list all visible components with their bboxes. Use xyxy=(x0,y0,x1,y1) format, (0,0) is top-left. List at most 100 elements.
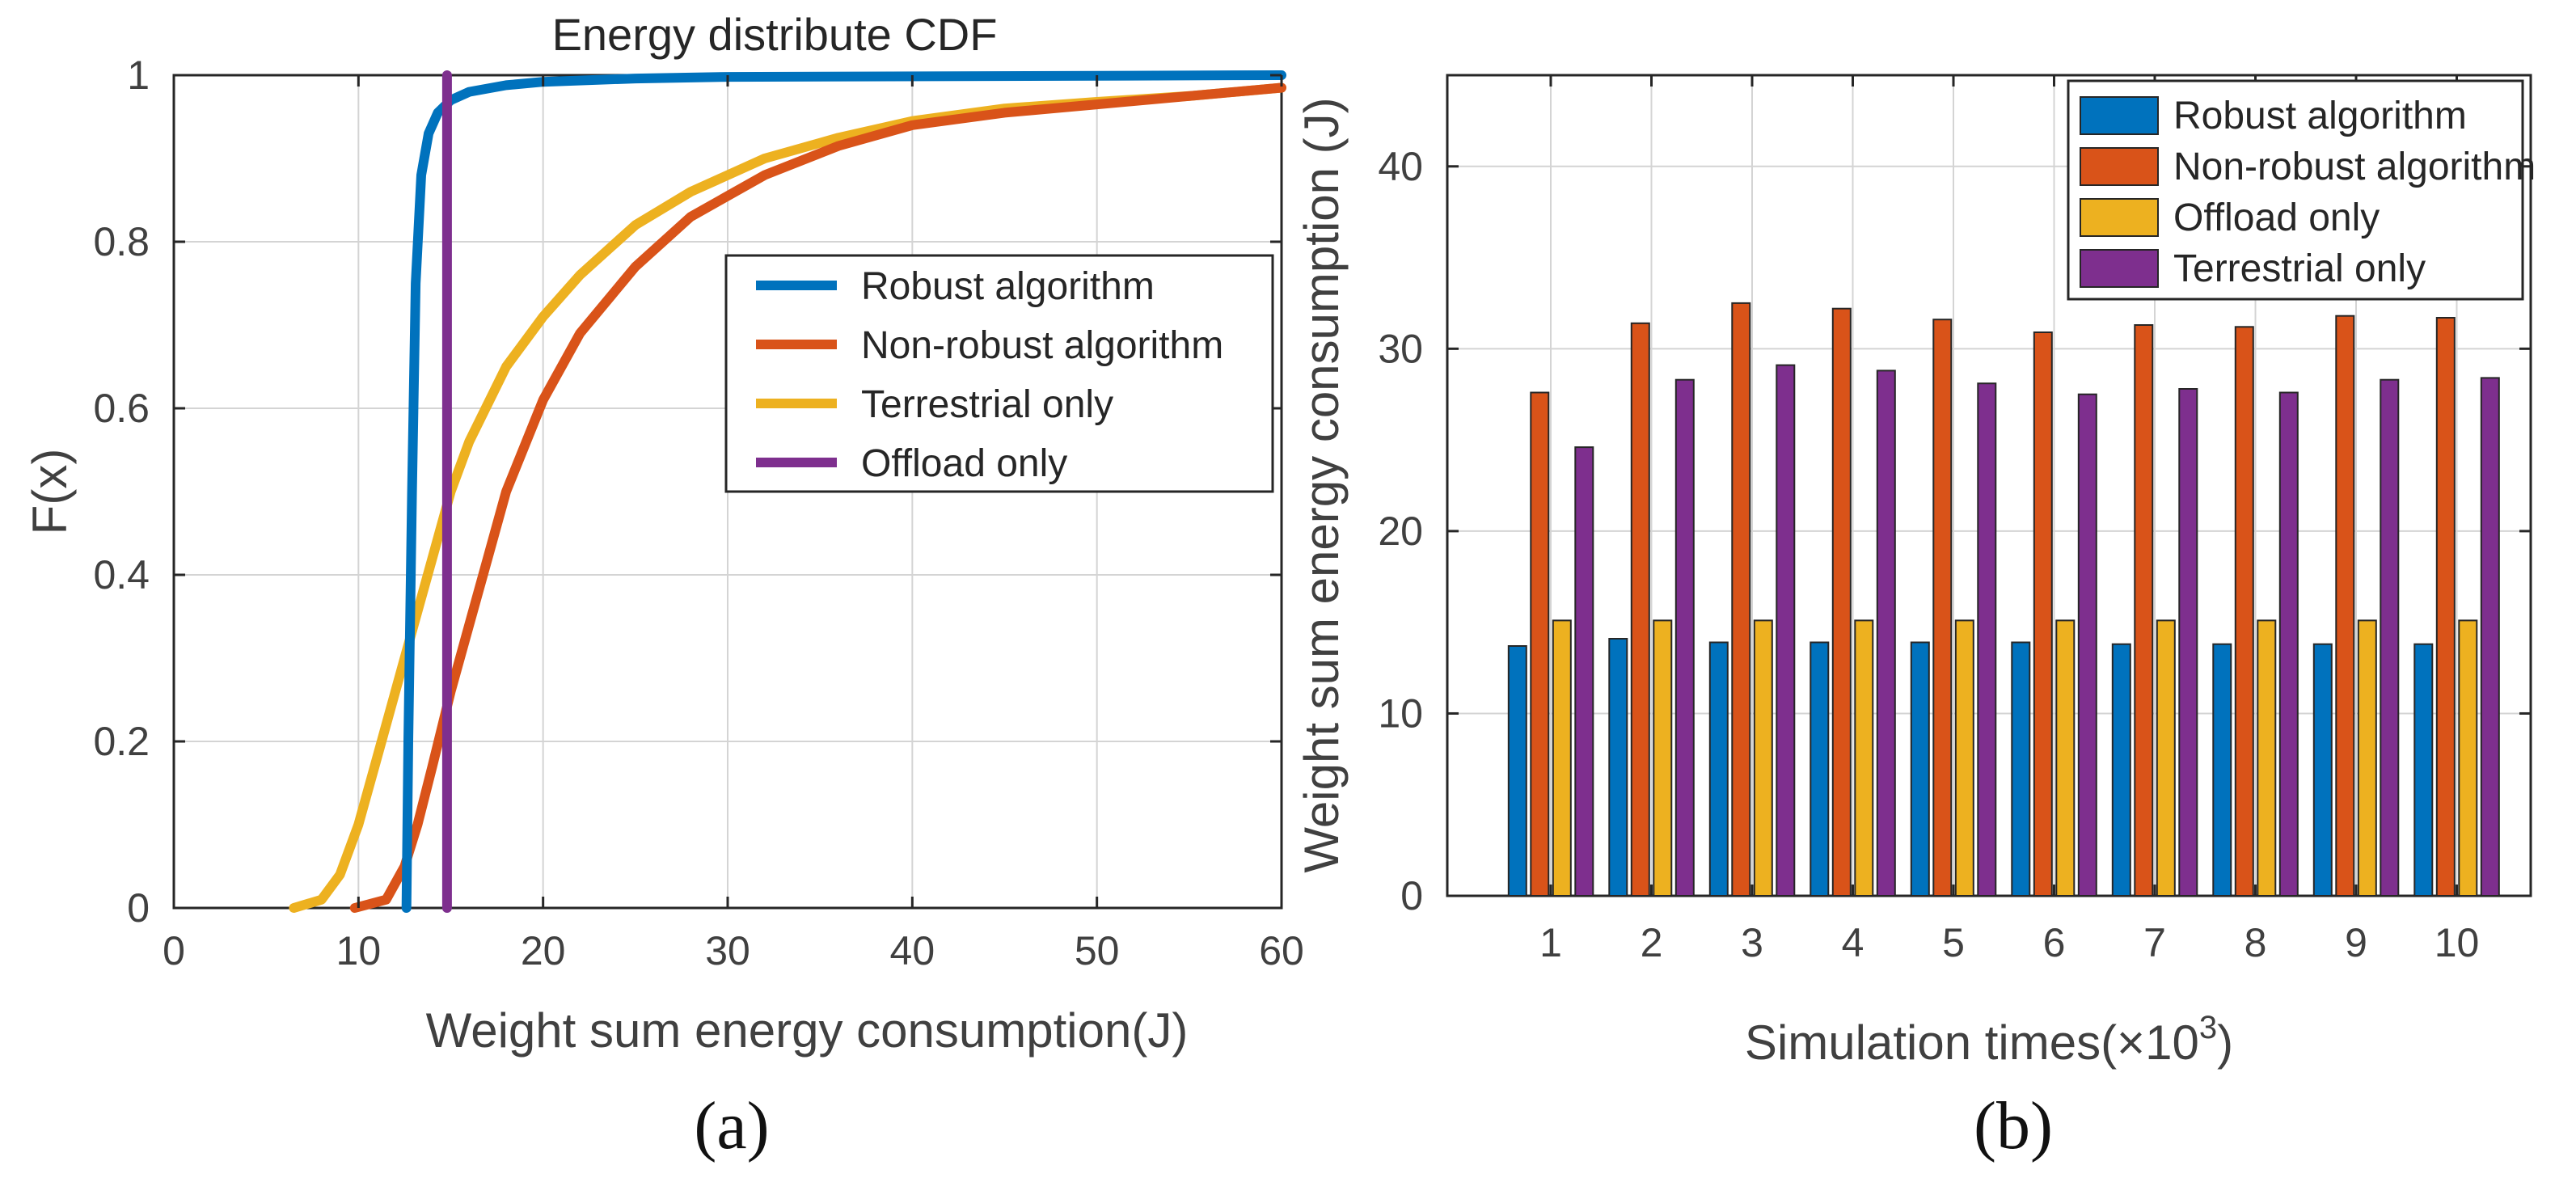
bar-non-robust-algorithm-6 xyxy=(2033,331,2053,897)
bar-x-axis-label: Simulation times(×103) xyxy=(1745,1010,2233,1070)
bar-x-tick-label: 1 xyxy=(1539,920,1562,965)
bar-terrestrial-only-1 xyxy=(1574,446,1594,897)
bar-non-robust-algorithm-9 xyxy=(2335,315,2355,897)
bar-x-tick-label: 9 xyxy=(2345,920,2367,965)
bar-terrestrial-only-3 xyxy=(1776,364,1796,897)
bar-legend-swatch xyxy=(2080,249,2159,288)
bar-offload-only-5 xyxy=(1954,619,1974,897)
bar-x-tick-label: 8 xyxy=(2244,920,2267,965)
cdf-chart-panel: 0 10 20 30 40 50 60 0 0.2 0.4 0.6 0.8 1 Energy distr… xyxy=(23,9,1304,1163)
bar-legend-swatch xyxy=(2080,147,2159,186)
bar-robust-algorithm-9 xyxy=(2312,643,2333,897)
bar-non-robust-algorithm-10 xyxy=(2435,317,2456,897)
bar-offload-only-8 xyxy=(2257,619,2277,897)
cdf-x-tick-label: 30 xyxy=(705,928,750,973)
bar-x-tick-label: 2 xyxy=(1641,920,1663,965)
bar-y-tick-label: 0 xyxy=(1400,873,1423,918)
bar-robust-algorithm-10 xyxy=(2413,643,2434,897)
bar-x-axis-label-superscript: 3 xyxy=(2199,1010,2217,1045)
cdf-x-tick-label: 0 xyxy=(163,928,185,973)
cdf-chart-title: Energy distribute CDF xyxy=(552,9,998,60)
bar-non-robust-algorithm-7 xyxy=(2134,324,2154,897)
bar-robust-algorithm-7 xyxy=(2111,643,2131,897)
cdf-series-lines xyxy=(289,70,1286,913)
bar-terrestrial-only-2 xyxy=(1674,378,1695,897)
bar-terrestrial-only-10 xyxy=(2480,377,2500,897)
bar-chart-panel: 0 10 20 30 40 1 2 3 4 5 6 7 8 9 10 Simulation times(×1… xyxy=(1294,74,2536,1163)
cdf-axis-ticks: 0 10 20 30 40 50 60 0 0.2 0.4 0.6 0.8 1 xyxy=(93,53,1303,973)
bar-x-tick-label: 5 xyxy=(1942,920,1965,965)
bar-terrestrial-only-4 xyxy=(1876,369,1896,897)
bar-x-tick-label: 6 xyxy=(2043,920,2066,965)
bar-y-tick-label: 20 xyxy=(1378,509,1423,554)
bar-offload-only-4 xyxy=(1854,619,1874,897)
cdf-x-tick-label: 20 xyxy=(521,928,566,973)
bar-y-tick-label: 10 xyxy=(1378,690,1423,736)
bar-x-axis-label-close: ) xyxy=(2217,1015,2233,1070)
bar-legend-label: Robust algorithm xyxy=(2173,95,2467,137)
bar-x-tick-label: 3 xyxy=(1741,920,1763,965)
bar-offload-only-3 xyxy=(1753,619,1773,897)
cdf-legend-label: Offload only xyxy=(861,442,1067,485)
cdf-line-non-robust-algorithm xyxy=(349,82,1286,913)
cdf-x-tick-label: 50 xyxy=(1075,928,1120,973)
bar-non-robust-algorithm-3 xyxy=(1731,302,1751,897)
bar-non-robust-algorithm-8 xyxy=(2234,326,2254,897)
bar-offload-only-1 xyxy=(1552,619,1572,897)
bar-terrestrial-only-7 xyxy=(2178,388,2198,897)
bar-robust-algorithm-1 xyxy=(1507,645,1527,897)
bar-offload-only-2 xyxy=(1653,619,1673,897)
bar-robust-algorithm-2 xyxy=(1608,638,1628,897)
bar-offload-only-9 xyxy=(2357,619,2377,897)
cdf-legend-label: Non-robust algorithm xyxy=(861,324,1223,367)
bar-terrestrial-only-9 xyxy=(2380,378,2400,897)
bar-robust-algorithm-8 xyxy=(2212,643,2232,897)
bar-offload-only-7 xyxy=(2156,619,2176,897)
bar-robust-algorithm-3 xyxy=(1708,641,1729,897)
bar-non-robust-algorithm-4 xyxy=(1831,307,1852,897)
cdf-y-tick-label: 0.2 xyxy=(93,719,150,764)
bar-legend-label: Offload only xyxy=(2173,196,2380,239)
bar-legend-label: Non-robust algorithm xyxy=(2173,146,2536,188)
bar-terrestrial-only-5 xyxy=(1977,382,1997,897)
bar-terrestrial-only-6 xyxy=(2077,393,2097,897)
cdf-y-tick-label: 1 xyxy=(127,53,150,98)
bar-robust-algorithm-5 xyxy=(1910,641,1930,897)
cdf-legend: Robust algorithm Non-robust algorithm Terr… xyxy=(724,254,1274,493)
cdf-y-axis-label: F(x) xyxy=(23,449,77,535)
cdf-y-tick-label: 0.6 xyxy=(93,386,150,431)
bar-non-robust-algorithm-1 xyxy=(1530,391,1550,897)
bar-y-tick-label: 30 xyxy=(1378,326,1423,371)
bar-non-robust-algorithm-2 xyxy=(1630,322,1650,897)
bar-y-tick-label: 40 xyxy=(1378,144,1423,189)
cdf-x-tick-label: 10 xyxy=(336,928,382,973)
panel-b-caption: (b) xyxy=(1974,1088,2053,1163)
bar-legend: Robust algorithm Non-robust algorithm Offl… xyxy=(2067,79,2536,301)
bar-legend-label: Terrestrial only xyxy=(2173,247,2426,290)
cdf-gridlines xyxy=(174,75,1282,908)
cdf-x-axis-label: Weight sum energy consumption(J) xyxy=(426,1003,1189,1058)
bar-non-robust-algorithm-5 xyxy=(1932,319,1953,897)
cdf-y-tick-label: 0 xyxy=(127,885,150,931)
cdf-x-tick-label: 60 xyxy=(1259,928,1304,973)
bar-offload-only-10 xyxy=(2458,619,2478,897)
bar-terrestrial-only-8 xyxy=(2278,391,2299,897)
cdf-y-tick-label: 0.8 xyxy=(93,219,150,264)
cdf-y-tick-label: 0.4 xyxy=(93,552,150,597)
bar-x-tick-label: 7 xyxy=(2143,920,2166,965)
panel-a-caption: (a) xyxy=(694,1088,769,1163)
bar-robust-algorithm-4 xyxy=(1810,641,1830,897)
cdf-legend-label: Robust algorithm xyxy=(861,265,1155,308)
cdf-legend-label: Terrestrial only xyxy=(861,383,1113,426)
bar-series xyxy=(1507,302,2500,897)
cdf-x-tick-label: 40 xyxy=(890,928,935,973)
bar-offload-only-6 xyxy=(2055,619,2076,897)
bar-x-tick-label: 4 xyxy=(1842,920,1864,965)
cdf-legend-box xyxy=(724,254,1274,493)
bar-x-axis-label-main: Simulation times(×10 xyxy=(1745,1015,2199,1070)
bar-x-tick-label: 10 xyxy=(2435,920,2480,965)
bar-robust-algorithm-6 xyxy=(2011,641,2031,897)
bar-axis-ticks: 0 10 20 30 40 1 2 3 4 5 6 7 8 9 10 xyxy=(1378,75,2531,965)
bar-legend-swatch xyxy=(2080,96,2159,135)
